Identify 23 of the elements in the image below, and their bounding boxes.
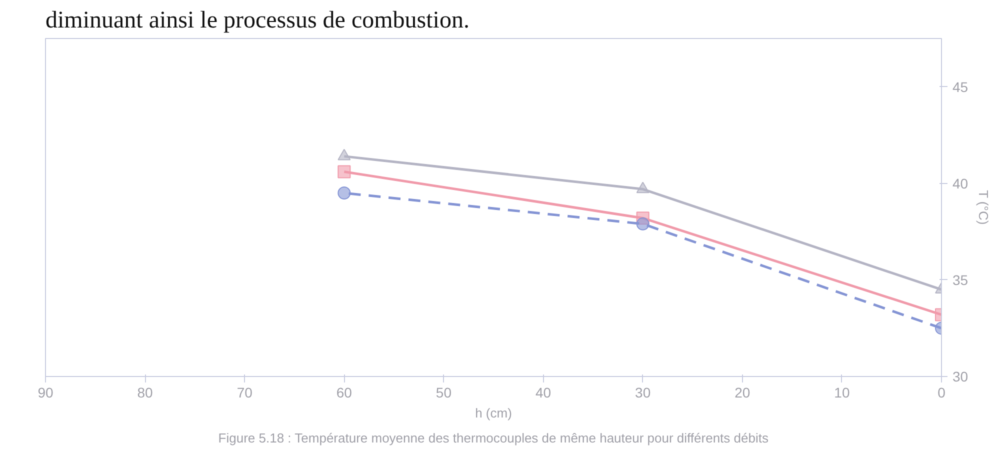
x-tick-label: 90 <box>38 384 54 400</box>
y-tick-label: 30 <box>952 368 968 384</box>
point <box>338 186 351 200</box>
x-tick-label: 10 <box>834 384 850 400</box>
x-tick-label: 20 <box>734 384 750 400</box>
x-tick-label: 0 <box>938 384 946 400</box>
point <box>636 217 650 230</box>
x-tick-label: 40 <box>535 384 552 400</box>
y-tick-label: 40 <box>952 175 968 192</box>
x-tick-label: 60 <box>336 384 352 400</box>
y-tick-label: 35 <box>952 272 968 288</box>
x-axis-title: h (cm) <box>475 406 512 420</box>
x-tick-label: 80 <box>137 384 154 400</box>
text: diminuant ainsi le processus de combustion. <box>46 8 470 34</box>
point <box>636 182 650 194</box>
caption: Figure 5.18 : Température moyenne des thermocouples de même hauteur pour différents débits <box>218 430 769 446</box>
point <box>338 165 351 178</box>
x-tick-label: 50 <box>436 384 452 400</box>
y-tick-label: 45 <box>952 78 968 95</box>
point <box>338 148 351 160</box>
y-axis-title: T (°C) <box>976 190 992 225</box>
x-tick-label: 30 <box>635 384 651 400</box>
x-tick-label: 70 <box>236 384 253 400</box>
